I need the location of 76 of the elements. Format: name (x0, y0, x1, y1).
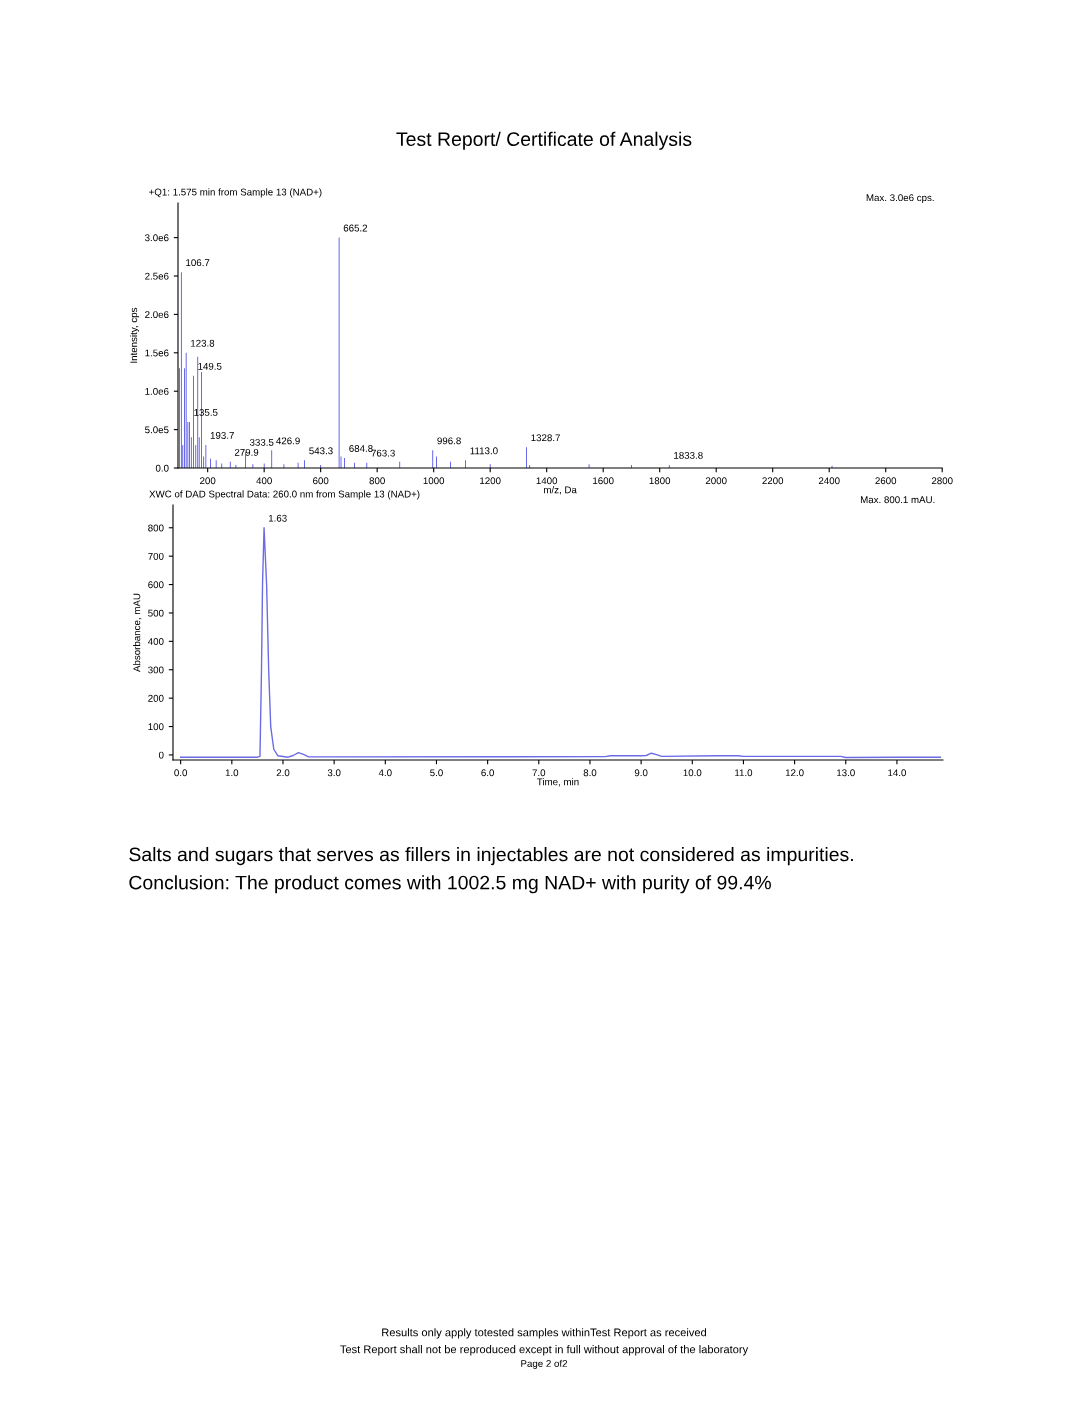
x-tick-label: 1.0 (225, 769, 239, 777)
x-tick-label: 12.0 (785, 769, 804, 777)
x-tick-label: 600 (313, 477, 329, 485)
y-tick-label: 500 (148, 609, 164, 617)
x-tick-label: 2800 (931, 477, 953, 485)
y-tick-label: 0.0 (155, 464, 169, 472)
x-tick-label: 14.0 (888, 769, 907, 777)
x-tick-label: 400 (256, 477, 272, 485)
x-tick-label: 10.0 (683, 769, 702, 777)
text: Conclusion: The product comes with 1002.5 mg NAD+ with purity of 99.4% (129, 875, 771, 894)
x-tick-label: 1800 (649, 477, 671, 485)
line-series (179, 527, 942, 759)
y-tick-label: 400 (147, 638, 164, 645)
x-tick-label: 2200 (762, 477, 784, 485)
x-tick-label: 0.0 (174, 769, 188, 777)
annotation: 543.3 (309, 447, 333, 455)
x-tick-label: 3.0 (327, 769, 341, 777)
annotation: 1.63 (268, 514, 287, 522)
annotation: 333.5 (249, 438, 274, 446)
x-axis-title: Time, min (537, 778, 579, 787)
x-tick-label: 1200 (480, 477, 501, 485)
text: Max. 800.1 mAU. (860, 496, 935, 504)
x-tick-label: 2.0 (276, 769, 290, 777)
y-tick-label: 600 (148, 581, 164, 589)
y-tick-label: 5.0e5 (145, 426, 169, 434)
annotation: 193.7 (210, 432, 234, 439)
annotation: 1328.7 (531, 434, 560, 442)
y-tick-label: 300 (148, 666, 164, 674)
y-tick-label: 0 (158, 751, 164, 759)
annotation: 1113.0 (470, 447, 498, 455)
y-tick-label: 1.5e6 (145, 349, 169, 357)
x-tick-label: 13.0 (837, 769, 855, 777)
annotation: 149.5 (198, 362, 222, 370)
y-tick-label: 2.0e6 (145, 311, 169, 319)
text: Test Report shall not be reproduced except in full without approval of the laboratory (340, 1345, 749, 1356)
annotation: 665.2 (343, 224, 368, 232)
y-tick-label: 100 (148, 723, 164, 731)
x-tick-label: 1400 (536, 477, 558, 485)
x-tick-label: 200 (200, 477, 216, 485)
x-tick-label: 2600 (875, 477, 897, 485)
annotation: 106.7 (186, 259, 210, 267)
annotation: 1833.8 (674, 451, 703, 459)
x-tick-label: 4.0 (378, 769, 392, 777)
y-tick-label: 3.0e6 (145, 234, 169, 242)
x-tick-label: 800 (369, 477, 385, 485)
annotation: 763.3 (371, 449, 395, 457)
y-tick-label: 200 (148, 694, 164, 702)
annotation: 996.8 (437, 437, 461, 445)
x-tick-label: 2000 (705, 477, 727, 485)
annotation: 279.9 (234, 448, 259, 456)
y-tick-label: 1.0e6 (145, 387, 169, 395)
text: Page 2 of2 (521, 1359, 568, 1369)
text: Max. 3.0e6 cps. (866, 194, 934, 204)
annotation: 684.8 (349, 445, 373, 452)
x-tick-label: 1000 (423, 477, 445, 485)
y-tick-label: 2.5e6 (145, 272, 169, 280)
y-axis-title: Absorbance, mAU (133, 593, 142, 672)
y-tick-label: 700 (148, 552, 164, 560)
x-tick-label: 5.0 (430, 769, 443, 777)
x-tick-label: 7.0 (532, 769, 546, 777)
x-tick-label: 2400 (818, 477, 840, 485)
chart-subtitle: +Q1: 1.575 min from Sample 13 (NAD+) (149, 188, 322, 198)
x-tick-label: 11.0 (735, 769, 753, 777)
chart-title: Test Report/ Certificate of Analysis (396, 131, 692, 150)
text: Results only apply totested samples withinTest Report as received (382, 1328, 707, 1339)
annotation: 426.9 (276, 437, 300, 445)
text: Salts and sugars that serves as fillers in injectables are not considered as impurities. (129, 847, 853, 866)
x-tick-label: 9.0 (634, 769, 648, 777)
y-tick-label: 800 (148, 524, 164, 532)
x-tick-label: 8.0 (583, 769, 597, 777)
annotation: 123.8 (191, 339, 215, 347)
y-axis-title: Intensity, cps (130, 307, 140, 363)
x-tick-label: 1600 (593, 477, 614, 485)
chart-title: XWC of DAD Spectral Data: 260.0 nm from Sample 13 (NAD+) (149, 490, 420, 500)
x-axis-title: m/z, Da (544, 486, 577, 495)
x-tick-label: 6.0 (481, 769, 495, 777)
